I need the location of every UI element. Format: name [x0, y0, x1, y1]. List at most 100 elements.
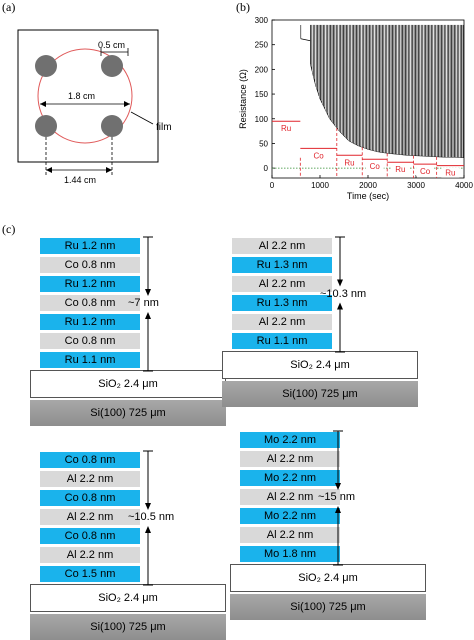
- panel-label-c: (c): [2, 222, 16, 236]
- film-label: film: [156, 122, 172, 133]
- x-tick-label: 4000: [455, 181, 473, 190]
- x-tick-label: 0: [270, 181, 275, 190]
- resistance-trace: [310, 24, 465, 159]
- sample-schematic: 0.5 cm 1.8 cm film 1.44 cm: [17, 29, 172, 185]
- layer: Ru 1.1 nm: [232, 333, 332, 349]
- thickness-label: ~10.3 nm: [320, 287, 367, 300]
- contact-pad-bottom-right: [101, 115, 123, 137]
- segment-label: Ru: [281, 124, 291, 133]
- layer: Al 2.2 nm: [240, 527, 340, 543]
- thickness-arrowhead-up: [145, 312, 151, 319]
- pre-deposition-trace: [300, 38, 311, 42]
- circle-dimension-arrow-right: [124, 101, 130, 107]
- segment-label-bg: [340, 157, 359, 168]
- sio2-layer: SiO₂ 2.4 μm: [222, 351, 418, 379]
- sio2-layer: SiO₂ 2.4 μm: [30, 584, 226, 612]
- segment-label: Ru: [344, 158, 354, 167]
- layer: Mo 1.8 nm: [240, 546, 340, 562]
- layer: Al 2.2 nm: [40, 509, 140, 525]
- thickness-arrowhead-down: [335, 483, 341, 490]
- pad-dimension-label: 0.5 cm: [98, 40, 125, 50]
- layer: Al 2.2 nm: [232, 276, 332, 292]
- layer: Mo 2.2 nm: [240, 432, 340, 448]
- layer: Ru 1.1 nm: [40, 352, 140, 368]
- si-substrate: Si(100) 725 μm: [230, 594, 426, 620]
- circle-dimension-arrow-left: [40, 101, 46, 107]
- panel-label-b: (b): [236, 0, 250, 14]
- segment-label-bg: [416, 166, 435, 177]
- panel-label-a: (a): [2, 0, 16, 14]
- film-pointer: [130, 111, 154, 125]
- layer: Al 2.2 nm: [40, 547, 140, 563]
- layer: Co 0.8 nm: [40, 528, 140, 544]
- si-substrate: Si(100) 725 μm: [30, 400, 226, 426]
- x-tick-label: 3000: [407, 181, 425, 190]
- y-tick-label: 100: [255, 115, 269, 124]
- segment-label: Co: [370, 162, 381, 171]
- segment-label-bg: [309, 150, 328, 161]
- thickness-label: ~7 nm: [128, 297, 159, 309]
- y-tick-label: 250: [255, 41, 269, 50]
- layer: Co 1.5 nm: [40, 566, 140, 582]
- y-tick-label: 150: [255, 90, 269, 99]
- y-tick-label: 0: [264, 164, 269, 173]
- thickness-arrowhead-up: [337, 302, 343, 310]
- spacing-arrow-left: [46, 167, 52, 173]
- segment-label-bg: [391, 164, 410, 175]
- layer: Al 2.2 nm: [240, 451, 340, 467]
- thickness-arrowhead-up: [335, 506, 341, 513]
- sio2-layer: SiO₂ 2.4 μm: [30, 370, 226, 398]
- y-tick-label: 50: [259, 139, 268, 148]
- spacing-arrow-right: [106, 167, 112, 173]
- layer: Ru 1.2 nm: [40, 314, 140, 330]
- segment-label: Co: [313, 151, 324, 160]
- layer: Co 0.8 nm: [40, 490, 140, 506]
- layer: Mo 2.2 nm: [240, 470, 340, 486]
- thickness-arrowhead-down: [145, 503, 151, 510]
- layer: Ru 1.2 nm: [40, 276, 140, 292]
- y-tick-label: 300: [255, 16, 269, 25]
- thickness-arrowhead-up: [145, 526, 151, 533]
- spacing-dimension-label: 1.44 cm: [64, 175, 96, 185]
- contact-pad-bottom-left: [35, 115, 57, 137]
- thickness-arrow: [143, 450, 153, 586]
- substrate-square: [17, 29, 159, 163]
- x-tick-label: 1000: [311, 181, 329, 190]
- thickness-arrow: [335, 236, 345, 353]
- thickness-arrow: [143, 236, 153, 372]
- thickness-arrowhead-down: [337, 279, 343, 287]
- si-substrate: Si(100) 725 μm: [222, 381, 418, 407]
- circle-dimension-label: 1.8 cm: [68, 91, 95, 101]
- segment-label-bg: [277, 123, 296, 134]
- contact-pad-top-left: [35, 55, 57, 77]
- layer: Ru 1.2 nm: [40, 238, 140, 254]
- thickness-arrow: [333, 430, 343, 566]
- layer: Co 0.8 nm: [40, 257, 140, 273]
- layer: Al 2.2 nm: [40, 471, 140, 487]
- circle-dimension-label-bg: [66, 90, 100, 101]
- layer: Mo 2.2 nm: [240, 508, 340, 524]
- y-axis-label: Resistance (Ω): [238, 69, 248, 129]
- layer: Ru 1.3 nm: [232, 257, 332, 273]
- si-substrate: Si(100) 725 μm: [30, 614, 226, 640]
- x-tick-label: 2000: [359, 181, 377, 190]
- contact-pad-top-right: [101, 55, 123, 77]
- layer: Al 2.2 nm: [232, 238, 332, 254]
- sio2-layer: SiO₂ 2.4 μm: [230, 564, 426, 592]
- layer: Al 2.2 nm: [232, 314, 332, 330]
- film-circle: [37, 48, 133, 144]
- thickness-arrowhead-down: [145, 289, 151, 296]
- thickness-label: ~15 nm: [318, 491, 355, 503]
- segment-label-bg: [441, 167, 460, 178]
- segment-label: Ru: [395, 165, 405, 174]
- segment-label: Co: [420, 167, 431, 176]
- layer: Co 0.8 nm: [40, 295, 140, 311]
- thickness-label: ~10.5 nm: [128, 511, 175, 523]
- layer: Co 0.8 nm: [40, 333, 140, 349]
- segment-label: Ru: [445, 169, 455, 178]
- layer: Al 2.2 nm: [240, 489, 340, 505]
- x-axis-label: Time (sec): [347, 191, 389, 201]
- layer: Co 0.8 nm: [40, 452, 140, 468]
- y-tick-label: 200: [255, 65, 269, 74]
